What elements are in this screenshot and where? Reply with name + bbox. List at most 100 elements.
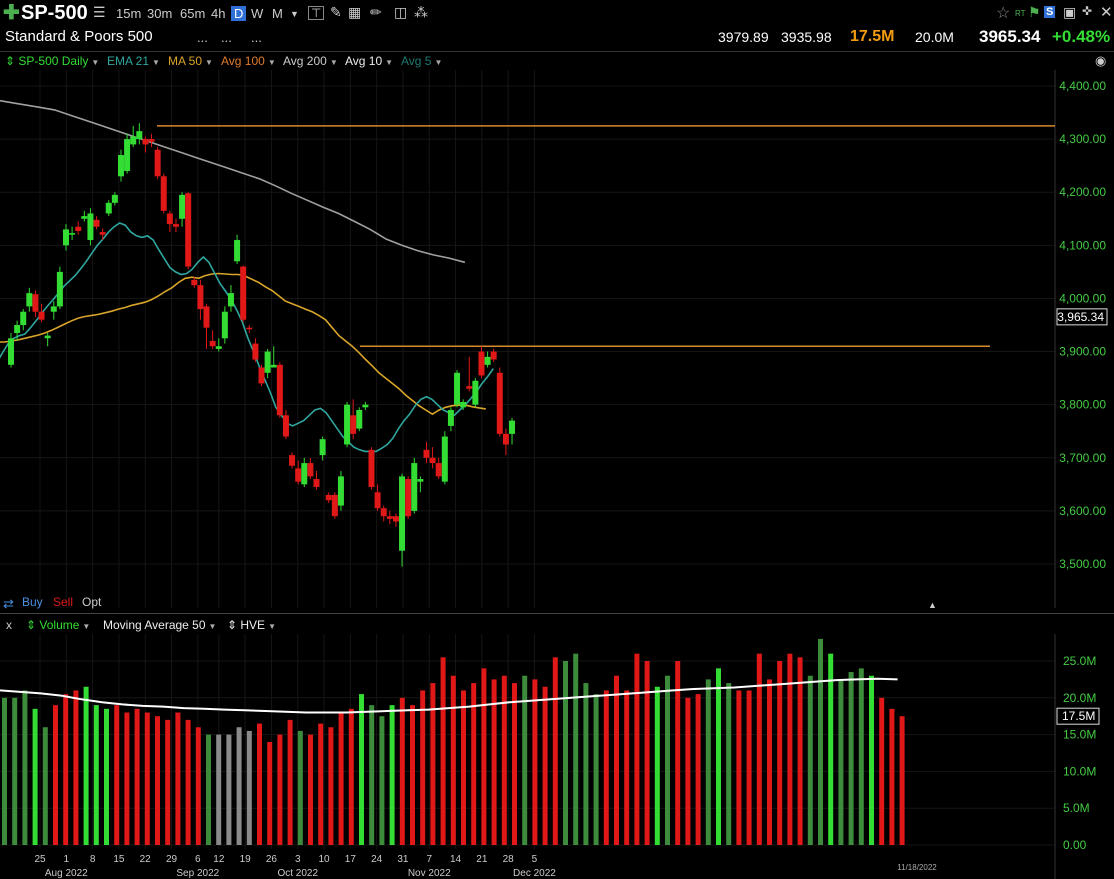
quote-last: 3965.34 <box>979 27 1041 46</box>
indicator-avg10[interactable]: Avg 10 ▼ <box>345 54 394 68</box>
add-symbol-icon[interactable]: ✚ <box>3 2 20 24</box>
s-badge[interactable]: S <box>1044 6 1056 18</box>
volume-bar-31 <box>318 723 324 845</box>
buy-button[interactable]: Buy <box>22 595 43 609</box>
share-icon[interactable]: ⁂ <box>414 4 428 20</box>
candle-body-23 <box>148 139 155 142</box>
candle-body-41 <box>258 367 265 384</box>
volume-close-icon[interactable]: x <box>6 618 12 632</box>
tf-daily[interactable]: D <box>231 6 247 21</box>
x-tick-label-0: 25 <box>34 854 46 865</box>
candle-body-64 <box>399 476 406 551</box>
close-icon[interactable]: ✕ <box>1100 4 1113 21</box>
x-tick-label-13: 24 <box>371 854 383 865</box>
volume-legend[interactable]: ⇕ Volume ▼ <box>26 618 91 632</box>
candle-body-81 <box>502 433 509 445</box>
tf-15m[interactable]: 15m <box>116 6 142 21</box>
tf-weekly[interactable]: W <box>251 6 264 21</box>
price-chart[interactable]: 4,400.00 4,300.00 4,200.00 4,100.00 4,000.00… <box>0 70 1114 608</box>
pin-icon[interactable]: ✜ <box>1082 4 1093 18</box>
palette-icon[interactable]: ◉ <box>1095 53 1107 68</box>
volume-bar-47 <box>481 668 487 845</box>
candle-body-10 <box>69 233 76 235</box>
print-icon[interactable]: ▣ <box>1063 4 1077 20</box>
x-tick-label-8: 19 <box>240 854 252 865</box>
volume-ma-legend[interactable]: Moving Average 50 ▼ <box>103 618 217 632</box>
vol-tick-label-2: 15.0M <box>1063 728 1096 742</box>
volume-bar-28 <box>287 719 293 845</box>
candle-body-17 <box>111 194 118 203</box>
sell-button[interactable]: Sell <box>53 595 74 609</box>
candle-body-60 <box>374 492 381 509</box>
candle-body-48 <box>301 463 308 485</box>
star-icon[interactable]: ☆ <box>996 5 1011 22</box>
x-tick-label-11: 10 <box>318 854 330 865</box>
notes-icon[interactable]: ◫ <box>394 4 408 20</box>
volume-bar-57 <box>583 683 589 845</box>
candle-body-54 <box>337 476 344 506</box>
volume-bar-19 <box>195 727 201 845</box>
indicator-main[interactable]: ⇕ SP-500 Daily ▼ <box>5 54 100 68</box>
candle-body-56 <box>350 415 357 434</box>
symbol-title[interactable]: SP-500 <box>21 2 88 24</box>
price-tick-label-7: 3,700.00 <box>1059 451 1106 465</box>
candle-body-18 <box>117 155 124 177</box>
candle-body-46 <box>289 455 296 466</box>
candle-body-32 <box>203 306 210 328</box>
volume-bar-16 <box>165 719 171 845</box>
indicator-avg5[interactable]: Avg 5 ▼ <box>401 54 443 68</box>
trade-icon[interactable]: ⇄ <box>3 596 14 611</box>
x-tick-label-14: 31 <box>397 854 409 865</box>
top-toolbar <box>0 0 1114 26</box>
opt-button[interactable]: Opt <box>82 595 102 609</box>
volume-bar-30 <box>308 734 313 845</box>
tf-monthly[interactable]: M <box>272 6 283 21</box>
volume-bar-14 <box>144 712 150 845</box>
tf-65m[interactable]: 65m <box>180 6 206 21</box>
candle-body-12 <box>81 216 88 219</box>
volume-bar-41 <box>420 690 426 845</box>
indicator-avg200[interactable]: Avg 200 ▼ <box>283 54 338 68</box>
candle-body-22 <box>142 139 149 145</box>
draw-tool-icon[interactable]: ✎ <box>330 4 342 20</box>
candle-body-25 <box>160 176 167 211</box>
volume-bar-58 <box>593 694 599 845</box>
indicator-avg5-label: Avg 5 <box>401 54 432 68</box>
indicator-avg100[interactable]: Avg 100 ▼ <box>221 54 276 68</box>
indicator-ema21[interactable]: EMA 21 ▼ <box>107 54 160 68</box>
x-tick-label-3: 15 <box>113 854 125 865</box>
scroll-up-icon[interactable]: ▲ <box>928 600 937 610</box>
candle-body-5 <box>38 311 45 320</box>
volume-bar-63 <box>644 661 650 845</box>
hve-legend[interactable]: ⇕ HVE ▼ <box>227 618 276 632</box>
vol-tick-label-4: 5.0M <box>1063 801 1090 815</box>
flag-icon[interactable]: ⚑ <box>1028 4 1041 20</box>
volume-bar-17 <box>175 712 181 845</box>
timeframe-dropdown-icon[interactable]: ▼ <box>290 9 299 19</box>
candle-body-78 <box>484 356 491 365</box>
tf-30m[interactable]: 30m <box>147 6 173 21</box>
volume-bar-73 <box>746 690 752 845</box>
tf-4h[interactable]: 4h <box>211 6 226 21</box>
candle-body-13 <box>87 213 94 241</box>
candle-body-1 <box>14 325 21 333</box>
indicator-ma50[interactable]: MA 50 ▼ <box>168 54 213 68</box>
pencil-icon[interactable]: ✏ <box>370 4 382 20</box>
price-tick-label-3: 4,100.00 <box>1059 238 1106 252</box>
candle-body-19 <box>124 139 131 171</box>
volume-bar-0 <box>2 697 7 845</box>
list-icon[interactable]: ☰ <box>93 4 106 20</box>
volume-chart[interactable]: 25.0M 20.0M 15.0M 10.0M 5.0M 0.00 17.5M 25 1 8 15 2… <box>0 634 1114 879</box>
calendar-icon[interactable]: ▦ <box>348 4 362 20</box>
x-tick-label-2: 8 <box>90 854 96 865</box>
chart-type-icon[interactable]: ⊤ <box>308 6 325 20</box>
volume-bar-33 <box>338 712 344 845</box>
candle-body-36 <box>227 293 234 307</box>
price-tick-label-6: 3,800.00 <box>1059 398 1106 412</box>
ellipsis-1: ... <box>197 30 208 45</box>
panel-divider[interactable] <box>0 613 1114 614</box>
volume-bar-53 <box>542 686 548 845</box>
candle-body-63 <box>392 516 399 522</box>
price-tick-label-5: 3,900.00 <box>1059 345 1106 359</box>
candle-body-11 <box>75 226 82 231</box>
